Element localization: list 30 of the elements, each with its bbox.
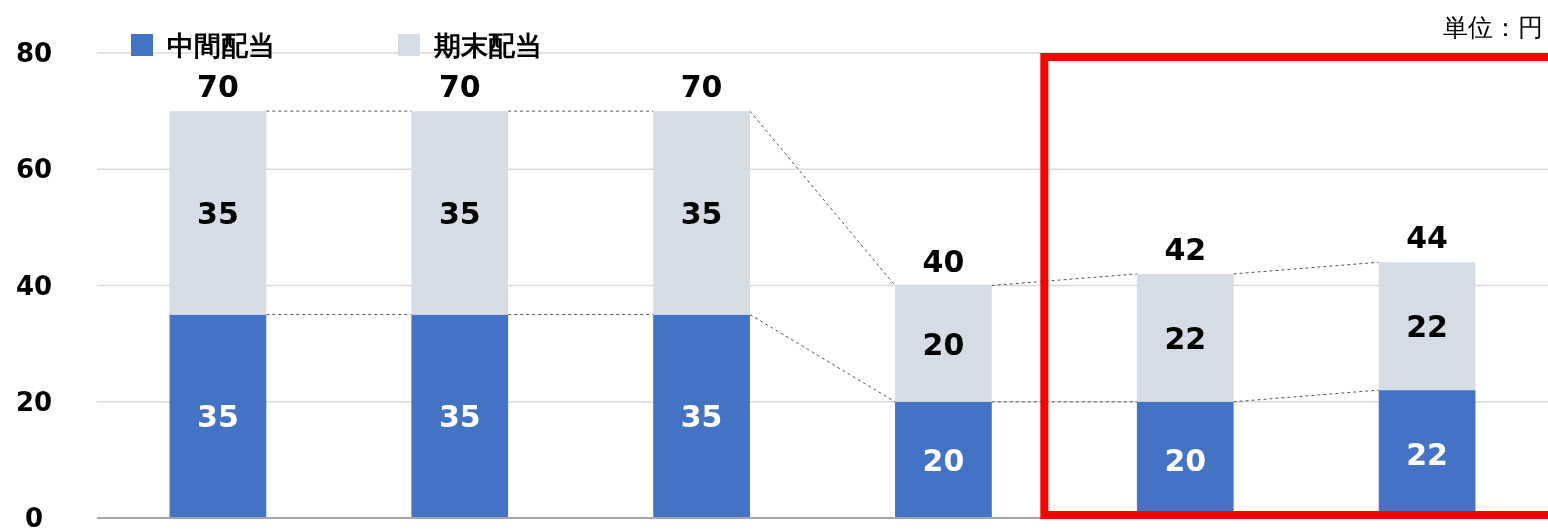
bar (653, 314, 750, 518)
bar (895, 401, 992, 518)
data-label: 20 (922, 326, 965, 362)
total-label: 40 (922, 243, 965, 279)
data-label: 35 (438, 399, 481, 435)
y-tick-label: 20 (15, 386, 53, 417)
y-tick-label: 80 (15, 38, 53, 68)
data-label: 35 (197, 195, 239, 231)
total-label: 70 (438, 69, 481, 105)
total-label: 70 (680, 69, 723, 105)
total-label: 44 (1406, 220, 1448, 256)
data-label: 35 (438, 195, 481, 231)
total-label: 70 (197, 69, 239, 105)
y-tick-label: 0 (24, 503, 44, 530)
bar (169, 314, 267, 518)
total-label: 42 (1164, 231, 1207, 267)
data-label: 35 (680, 399, 723, 435)
data-label: 20 (922, 442, 965, 478)
data-label: 22 (1406, 437, 1448, 473)
data-label: 35 (680, 195, 723, 231)
data-label: 20 (1164, 442, 1207, 478)
data-label: 35 (197, 399, 239, 435)
legend-label: 中間配当 (167, 30, 275, 61)
legend-label: 期末配当 (433, 30, 542, 61)
y-tick-label: 60 (15, 154, 53, 185)
y-tick-label: 40 (15, 270, 53, 301)
data-label: 22 (1164, 320, 1207, 356)
text: 単位：円 (1443, 13, 1543, 42)
bar (411, 314, 509, 518)
data-label: 22 (1406, 309, 1448, 345)
